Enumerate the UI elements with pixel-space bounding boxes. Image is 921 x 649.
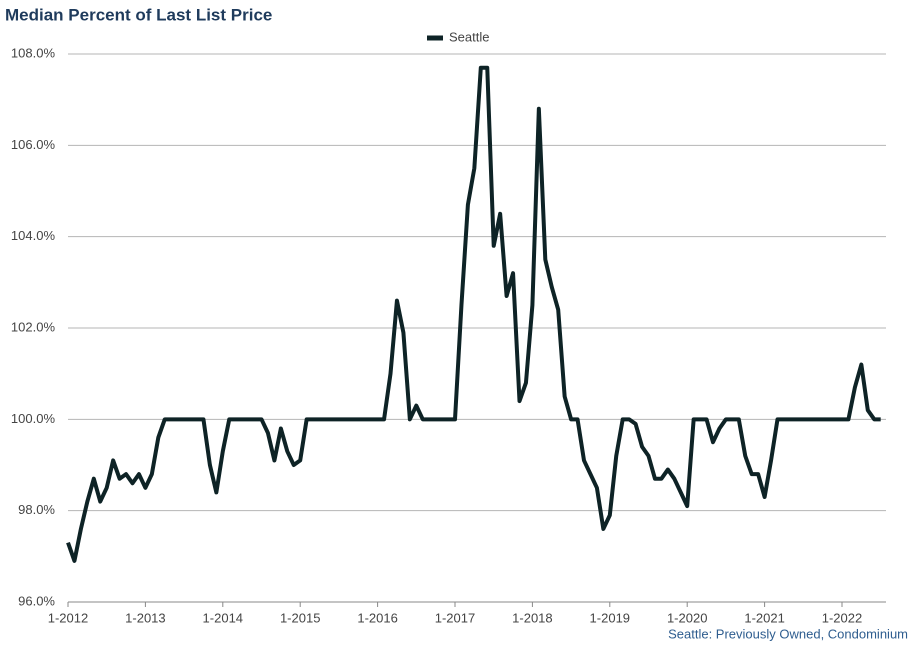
- x-tick-label: 1-2012: [48, 610, 88, 625]
- y-tick-label: 100.0%: [11, 411, 56, 426]
- x-tick-label: 1-2013: [125, 610, 165, 625]
- x-tick-label: 1-2021: [744, 610, 784, 625]
- x-tick-label: 1-2018: [512, 610, 552, 625]
- data-line: [66, 65, 881, 563]
- chart-title: Median Percent of Last List Price: [5, 5, 272, 24]
- x-tick-label: 1-2016: [357, 610, 397, 625]
- y-tick-label: 98.0%: [18, 502, 55, 517]
- x-tick-label: 1-2017: [435, 610, 475, 625]
- x-tick-label: 1-2015: [280, 610, 320, 625]
- legend-label: Seattle: [449, 29, 489, 44]
- x-tick-label: 1-2014: [203, 610, 243, 625]
- x-tick-label: 1-2020: [667, 610, 707, 625]
- x-tick-label: 1-2019: [590, 610, 630, 625]
- source-note: Seattle: Previously Owned, Condominium: [668, 626, 908, 641]
- y-tick-label: 106.0%: [11, 137, 56, 152]
- y-tick-label: 96.0%: [18, 593, 55, 608]
- y-tick-label: 102.0%: [11, 319, 56, 334]
- y-tick-label: 104.0%: [11, 228, 56, 243]
- x-tick-label: 1-2022: [822, 610, 862, 625]
- y-tick-label: 108.0%: [11, 45, 56, 60]
